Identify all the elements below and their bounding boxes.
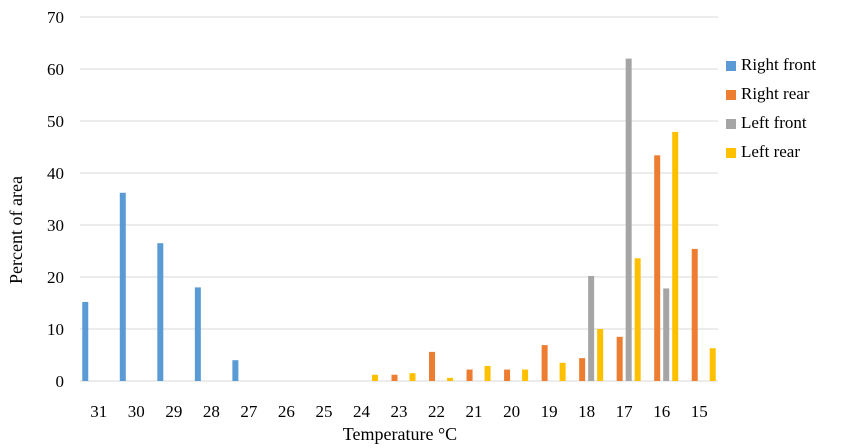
x-axis-ticks: 31 30 29 28 27 26 25 24 23 22 21 20 19 18 17 16 15 [90, 402, 707, 421]
y-tick-label: 50 [47, 112, 64, 131]
bar [634, 258, 641, 381]
bar [119, 192, 126, 381]
bar [409, 373, 416, 381]
legend-swatch [726, 148, 736, 158]
bar [654, 155, 661, 381]
bar [522, 369, 529, 381]
y-tick-label: 20 [47, 268, 64, 287]
x-tick-label: 22 [428, 402, 445, 421]
bar [232, 360, 239, 381]
legend-label: Left rear [741, 142, 800, 161]
bar [82, 301, 89, 381]
y-tick-label: 0 [56, 372, 65, 391]
legend-swatch [726, 119, 736, 129]
y-tick-label: 70 [47, 8, 64, 27]
x-tick-label: 25 [315, 402, 332, 421]
x-tick-label: 21 [466, 402, 483, 421]
x-tick-label: 28 [203, 402, 220, 421]
bar [466, 369, 473, 381]
x-tick-label: 31 [90, 402, 107, 421]
bar [579, 358, 586, 381]
bar [672, 131, 679, 381]
bar [194, 287, 201, 381]
y-axis-ticks: 0 10 20 30 40 50 60 70 [47, 8, 64, 391]
bar [663, 288, 670, 381]
bar [541, 345, 548, 381]
bars [82, 58, 716, 381]
bar [484, 365, 491, 381]
bar [597, 329, 604, 381]
bar [625, 58, 632, 381]
x-tick-label: 17 [616, 402, 634, 421]
legend-swatch [726, 61, 736, 71]
x-tick-label: 16 [653, 402, 670, 421]
y-tick-label: 60 [47, 60, 64, 79]
x-tick-label: 15 [691, 402, 708, 421]
x-tick-label: 30 [128, 402, 145, 421]
x-tick-label: 20 [503, 402, 520, 421]
gridlines [80, 16, 718, 382]
x-tick-label: 27 [240, 402, 258, 421]
bar [447, 377, 454, 381]
legend-label: Right rear [741, 84, 810, 103]
x-axis-label: Temperature °C [343, 424, 457, 444]
x-tick-label: 19 [541, 402, 558, 421]
bar [616, 336, 623, 381]
x-tick-label: 29 [165, 402, 182, 421]
bar [691, 248, 698, 381]
x-tick-label: 24 [353, 402, 371, 421]
bar [429, 351, 436, 381]
legend-label: Right front [741, 55, 816, 74]
bar [709, 348, 716, 381]
bar [157, 243, 164, 381]
bar [371, 374, 378, 381]
legend: Right front Right rear Left front Left rear [726, 55, 816, 161]
y-tick-label: 40 [47, 164, 64, 183]
bar [559, 362, 566, 381]
x-tick-label: 23 [391, 402, 408, 421]
legend-swatch [726, 90, 736, 100]
legend-label: Left front [741, 113, 807, 132]
y-tick-label: 30 [47, 216, 64, 235]
bar [504, 369, 511, 381]
bar [391, 374, 398, 381]
x-tick-label: 26 [278, 402, 295, 421]
y-axis-label: Percent of area [6, 176, 26, 284]
x-tick-label: 18 [578, 402, 595, 421]
y-tick-label: 10 [47, 320, 64, 339]
bar [588, 275, 595, 381]
